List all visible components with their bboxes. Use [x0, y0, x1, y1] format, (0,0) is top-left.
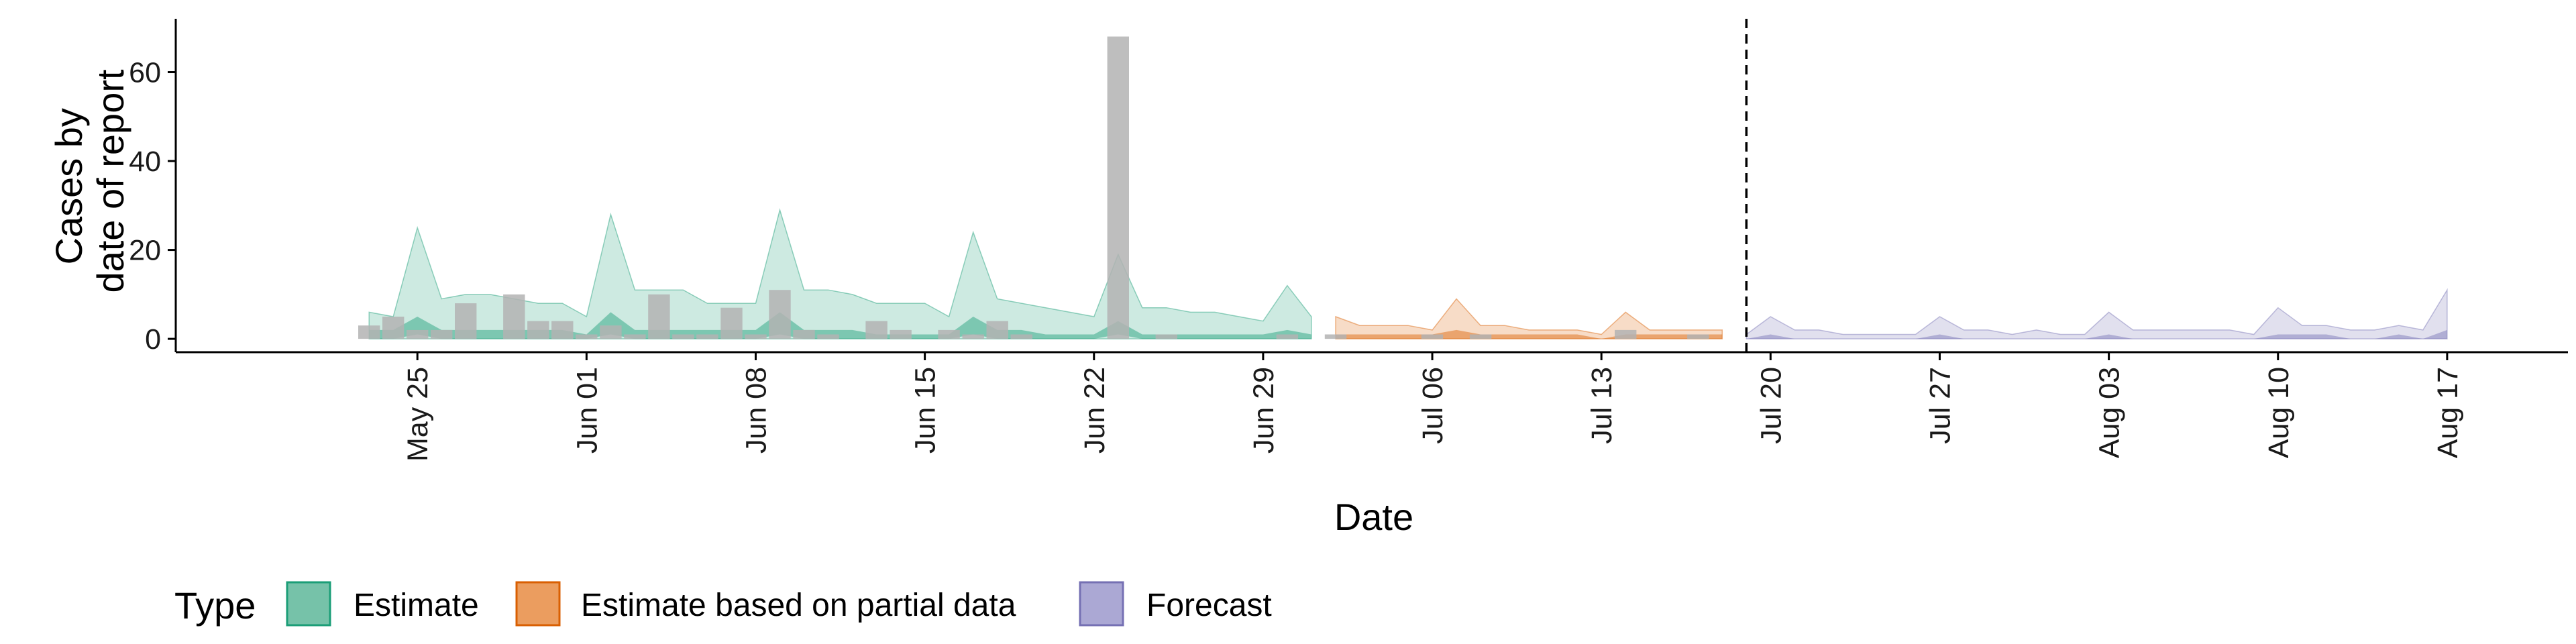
legend-title: Type	[174, 584, 256, 627]
case-bar	[1615, 329, 1637, 339]
forecast-outer-band	[1746, 288, 2448, 339]
legend: Type Estimate Estimate based on partial d…	[174, 581, 1272, 627]
case-bar	[720, 307, 743, 339]
estimate-based-on-partial-data-outer-band	[1335, 298, 1723, 339]
case-bar	[1155, 334, 1177, 339]
x-tick-label: Jul 06	[1417, 367, 1449, 444]
x-tick-label: Jul 20	[1755, 367, 1787, 444]
case-bar	[890, 329, 912, 339]
x-tick-label: Jun 29	[1248, 367, 1280, 453]
legend-label: Forecast	[1146, 588, 1272, 623]
case-bar	[1276, 334, 1299, 339]
case-bar	[696, 334, 718, 339]
x-axis-title: Date	[1334, 496, 1413, 538]
case-bar	[503, 294, 525, 339]
x-tick-label: Jun 15	[910, 367, 942, 453]
case-bar	[551, 321, 574, 339]
case-bar	[382, 317, 405, 339]
legend-label: Estimate based on partial data	[581, 588, 1016, 623]
case-bar	[358, 325, 380, 339]
case-bar	[672, 334, 694, 339]
case-bar	[1324, 334, 1347, 339]
case-bar	[1687, 334, 1709, 339]
x-tick-label: Jul 13	[1586, 367, 1618, 444]
y-tick-label: 60	[129, 57, 161, 89]
x-tick-label: Jun 08	[741, 367, 773, 453]
case-bar	[527, 321, 549, 339]
legend-label: Estimate	[354, 588, 479, 623]
case-bar	[769, 290, 791, 339]
case-bar	[986, 321, 1008, 339]
case-bar	[431, 329, 453, 339]
y-axis-title-line-2: date of report	[89, 69, 131, 293]
case-bar	[1421, 334, 1444, 339]
x-tick-label: Aug 03	[2094, 367, 2126, 458]
case-bar	[793, 329, 815, 339]
x-tick-label: Jun 01	[571, 367, 603, 453]
x-tick-label: May 25	[402, 367, 434, 462]
legend-swatch	[286, 581, 331, 627]
case-bar	[817, 334, 839, 339]
axes-layer: 0 20 40 60 May 25 Jun 01 Jun 08 Jun 15 Jun 22 Jun…	[129, 19, 2568, 462]
case-bar	[1107, 36, 1129, 339]
bands-layer	[368, 208, 2448, 339]
legend-swatch	[515, 581, 561, 627]
x-tick-label: Aug 17	[2432, 367, 2464, 458]
case-bar	[938, 329, 960, 339]
x-tick-label: Jul 27	[1925, 367, 1957, 444]
legend-swatch	[1079, 581, 1124, 627]
case-bar	[600, 325, 622, 339]
case-bar	[1010, 334, 1032, 339]
case-bar	[624, 334, 646, 339]
case-bar	[745, 334, 767, 339]
case-bar	[648, 294, 670, 339]
forecast-inner-band	[1746, 329, 2447, 339]
case-bar	[1469, 334, 1492, 339]
y-tick-label: 40	[129, 146, 161, 178]
case-bar	[576, 334, 598, 339]
x-tick-label: Aug 10	[2263, 367, 2295, 458]
x-tick-label: Jun 22	[1079, 367, 1111, 453]
y-tick-label: 0	[145, 323, 161, 356]
case-bar	[407, 329, 429, 339]
y-axis-title-line-1: Cases by	[48, 108, 90, 264]
case-bar	[962, 334, 984, 339]
y-tick-label: 20	[129, 235, 161, 267]
case-bar	[865, 321, 888, 339]
y-axis-title: Cases by date of report	[48, 69, 131, 293]
bars-layer	[358, 36, 1709, 339]
case-bar	[455, 303, 477, 339]
